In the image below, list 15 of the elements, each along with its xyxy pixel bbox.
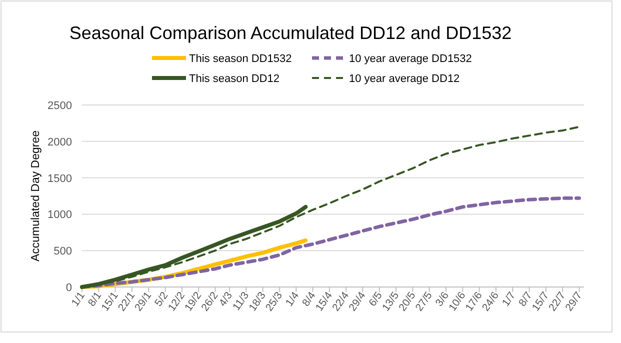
legend-label: This season DD1532	[189, 53, 292, 65]
x-tick-label: 1/7	[500, 290, 518, 309]
y-tick-label: 0	[66, 282, 72, 294]
y-tick-label: 500	[54, 246, 72, 258]
y-tick-label: 1000	[48, 209, 72, 222]
x-tick-label: 1/1	[69, 290, 88, 309]
y-axis-title: Accumulated Day Degree	[30, 130, 42, 262]
legend-label: 10 year average DD1532	[349, 53, 472, 65]
x-tick-label: 1/4	[283, 290, 302, 309]
y-tick-label: 2000	[48, 136, 72, 148]
legend-label: 10 year average DD12	[349, 73, 460, 85]
y-tick-label: 1500	[48, 172, 72, 185]
legend-label: This season DD12	[189, 73, 280, 85]
chart-title: Seasonal Comparison Accumulated DD12 and DD1532	[69, 23, 512, 43]
y-tick-label: 2500	[48, 100, 72, 112]
